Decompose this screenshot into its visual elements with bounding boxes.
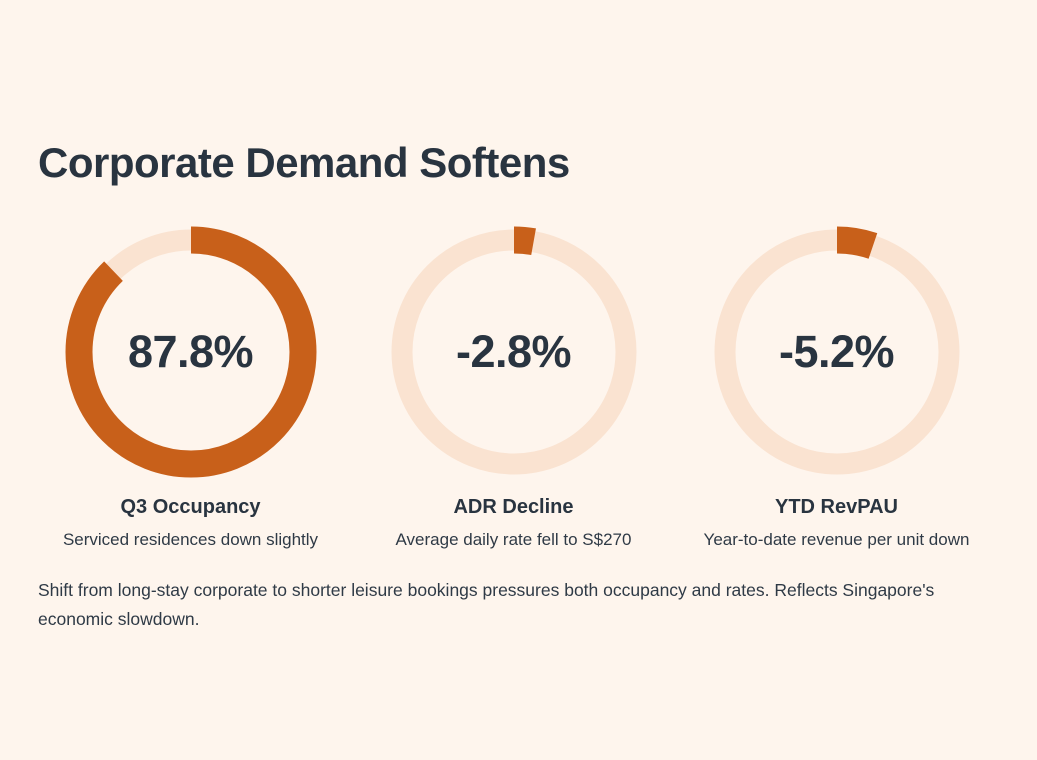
kpi-value: -5.2% bbox=[778, 326, 895, 377]
donut-chart: -2.8% bbox=[384, 222, 644, 482]
kpi-row: 87.8% Q3 Occupancy Serviced residences d… bbox=[29, 222, 998, 550]
donut-svg bbox=[65, 226, 316, 478]
page-title: Corporate Demand Softens bbox=[38, 139, 570, 186]
kpi-label: ADR Decline bbox=[453, 496, 574, 518]
donut-value-arc bbox=[388, 226, 639, 478]
kpi-value: -2.8% bbox=[455, 326, 572, 377]
kpi-label: Q3 Occupancy bbox=[120, 496, 261, 518]
donut-chart: 87.8% bbox=[61, 222, 321, 482]
footnote-text: Shift from long-stay corporate to shorte… bbox=[38, 580, 935, 629]
donut-value-arc bbox=[65, 226, 316, 478]
kpi-card: -5.2% YTD RevPAU Year-to-date revenue pe… bbox=[675, 222, 998, 550]
donut-svg bbox=[711, 226, 962, 478]
kpi-subtitle: Average daily rate fell to S$270 bbox=[395, 530, 632, 549]
kpi-subtitle: Serviced residences down slightly bbox=[62, 530, 319, 549]
kpi-card: 87.8% Q3 Occupancy Serviced residences d… bbox=[29, 222, 352, 550]
kpi-label: YTD RevPAU bbox=[775, 496, 898, 518]
donut-value-arc bbox=[711, 226, 962, 478]
kpi-value: 87.8% bbox=[127, 326, 254, 377]
donut-svg bbox=[388, 226, 639, 478]
kpi-card: -2.8% ADR Decline Average daily rate fel… bbox=[352, 222, 675, 550]
kpi-subtitle: Year-to-date revenue per unit down bbox=[703, 530, 970, 549]
donut-chart: -5.2% bbox=[707, 222, 967, 482]
